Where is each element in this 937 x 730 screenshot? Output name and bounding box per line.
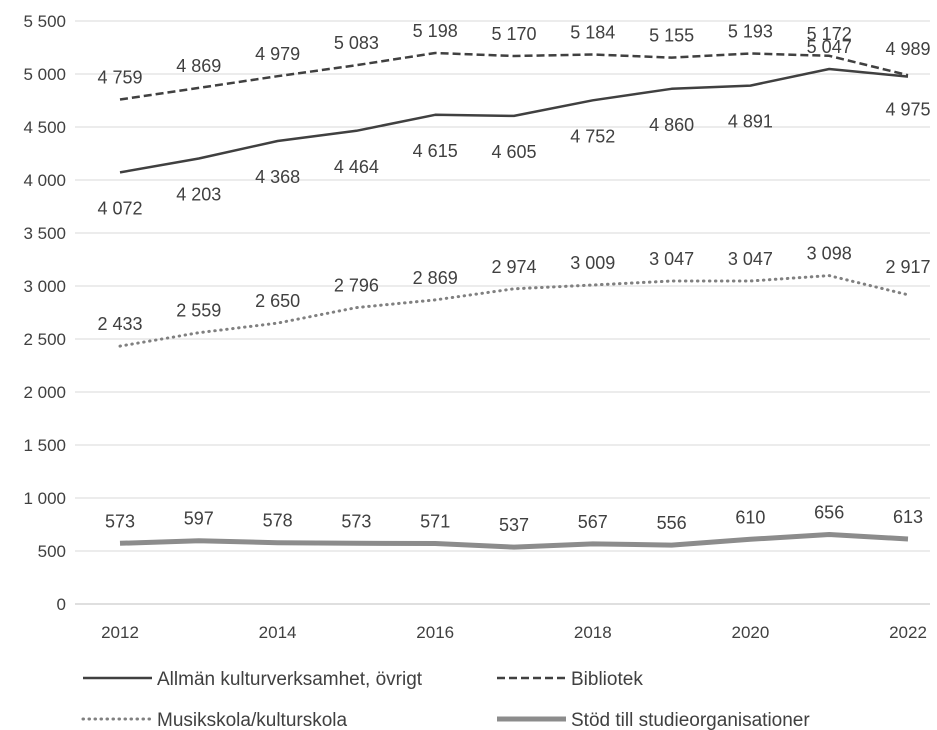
- data-label: 597: [184, 509, 214, 529]
- data-label: 4 368: [255, 167, 300, 187]
- legend-label: Bibliotek: [571, 669, 643, 690]
- data-label: 4 752: [570, 126, 615, 146]
- data-label: 567: [578, 512, 608, 532]
- data-label: 4 464: [334, 157, 379, 177]
- data-label: 4 759: [97, 68, 142, 88]
- x-axis-ticks: 2012 2014 2016 2018 2020 2022: [101, 623, 927, 642]
- data-label: 610: [735, 507, 765, 527]
- data-label: 5 198: [413, 21, 458, 41]
- data-label: 3 009: [570, 253, 615, 273]
- y-tick-label: 4 500: [23, 118, 66, 137]
- data-label: 5 184: [570, 22, 615, 42]
- data-label: 2 650: [255, 291, 300, 311]
- y-tick-label: 500: [38, 542, 66, 561]
- data-label: 4 869: [176, 56, 221, 76]
- data-label: 2 433: [97, 314, 142, 334]
- data-label: 573: [105, 511, 135, 531]
- y-axis-ticks: 0 500 1 000 1 500 2 000 2 500 3 000 3 500 4 000 4…: [23, 12, 66, 614]
- data-label: 4 615: [413, 141, 458, 161]
- x-tick-label: 2012: [101, 623, 139, 642]
- y-tick-label: 1 500: [23, 436, 66, 455]
- data-label: 4 203: [176, 184, 221, 204]
- data-label: 2 917: [885, 257, 930, 277]
- data-label: 4 989: [885, 39, 930, 59]
- data-label: 573: [341, 511, 371, 531]
- data-label: 656: [814, 502, 844, 522]
- data-label: 3 047: [649, 249, 694, 269]
- data-label: 4 860: [649, 115, 694, 135]
- data-label: 2 559: [176, 301, 221, 321]
- data-label: 5 193: [728, 22, 773, 42]
- legend-label: Musikskola/kulturskola: [157, 710, 347, 730]
- data-label: 5 047: [807, 37, 852, 57]
- y-tick-label: 2 000: [23, 383, 66, 402]
- data-label: 4 891: [728, 112, 773, 132]
- data-label: 4 072: [97, 198, 142, 218]
- x-tick-label: 2014: [259, 623, 297, 642]
- data-label: 578: [263, 511, 293, 531]
- x-tick-label: 2022: [889, 623, 927, 642]
- data-label: 2 974: [491, 257, 536, 277]
- data-label: 5 172: [807, 24, 852, 44]
- data-label: 5 083: [334, 33, 379, 53]
- y-tick-label: 5 500: [23, 12, 66, 31]
- data-label: 5 170: [491, 24, 536, 44]
- legend-label: Stöd till studieorganisationer: [571, 710, 810, 730]
- series-line-4: [119, 532, 909, 550]
- data-label: 4 979: [255, 44, 300, 64]
- legend: Allmän kulturverksamhet, övrigt Bibliotek…: [81, 669, 810, 730]
- x-tick-label: 2016: [416, 623, 454, 642]
- data-label: 571: [420, 511, 450, 531]
- data-label: 537: [499, 515, 529, 535]
- gridlines: [75, 20, 930, 605]
- series-lines: [118, 51, 910, 550]
- y-tick-label: 2 500: [23, 330, 66, 349]
- data-label: 613: [893, 507, 923, 527]
- y-tick-label: 3 000: [23, 277, 66, 296]
- series-line-1: [119, 67, 909, 174]
- data-label: 4 975: [885, 100, 930, 120]
- data-label: 4 605: [491, 142, 536, 162]
- data-label: 5 155: [649, 26, 694, 46]
- x-tick-label: 2018: [574, 623, 612, 642]
- series-line-2: [119, 51, 909, 101]
- data-label: 3 098: [807, 244, 852, 264]
- y-tick-label: 5 000: [23, 65, 66, 84]
- y-tick-label: 0: [57, 595, 66, 614]
- y-tick-label: 3 500: [23, 224, 66, 243]
- legend-label: Allmän kulturverksamhet, övrigt: [157, 669, 423, 690]
- x-tick-label: 2020: [731, 623, 769, 642]
- data-label: 2 796: [334, 276, 379, 296]
- data-labels: 4 072 4 203 4 368 4 464 4 615 4 605 4 752 4 860…: [97, 21, 930, 535]
- data-label: 2 869: [413, 268, 458, 288]
- series-line-3: [118, 274, 910, 348]
- y-tick-label: 4 000: [23, 171, 66, 190]
- data-label: 3 047: [728, 249, 773, 269]
- data-label: 556: [657, 513, 687, 533]
- y-tick-label: 1 000: [23, 489, 66, 508]
